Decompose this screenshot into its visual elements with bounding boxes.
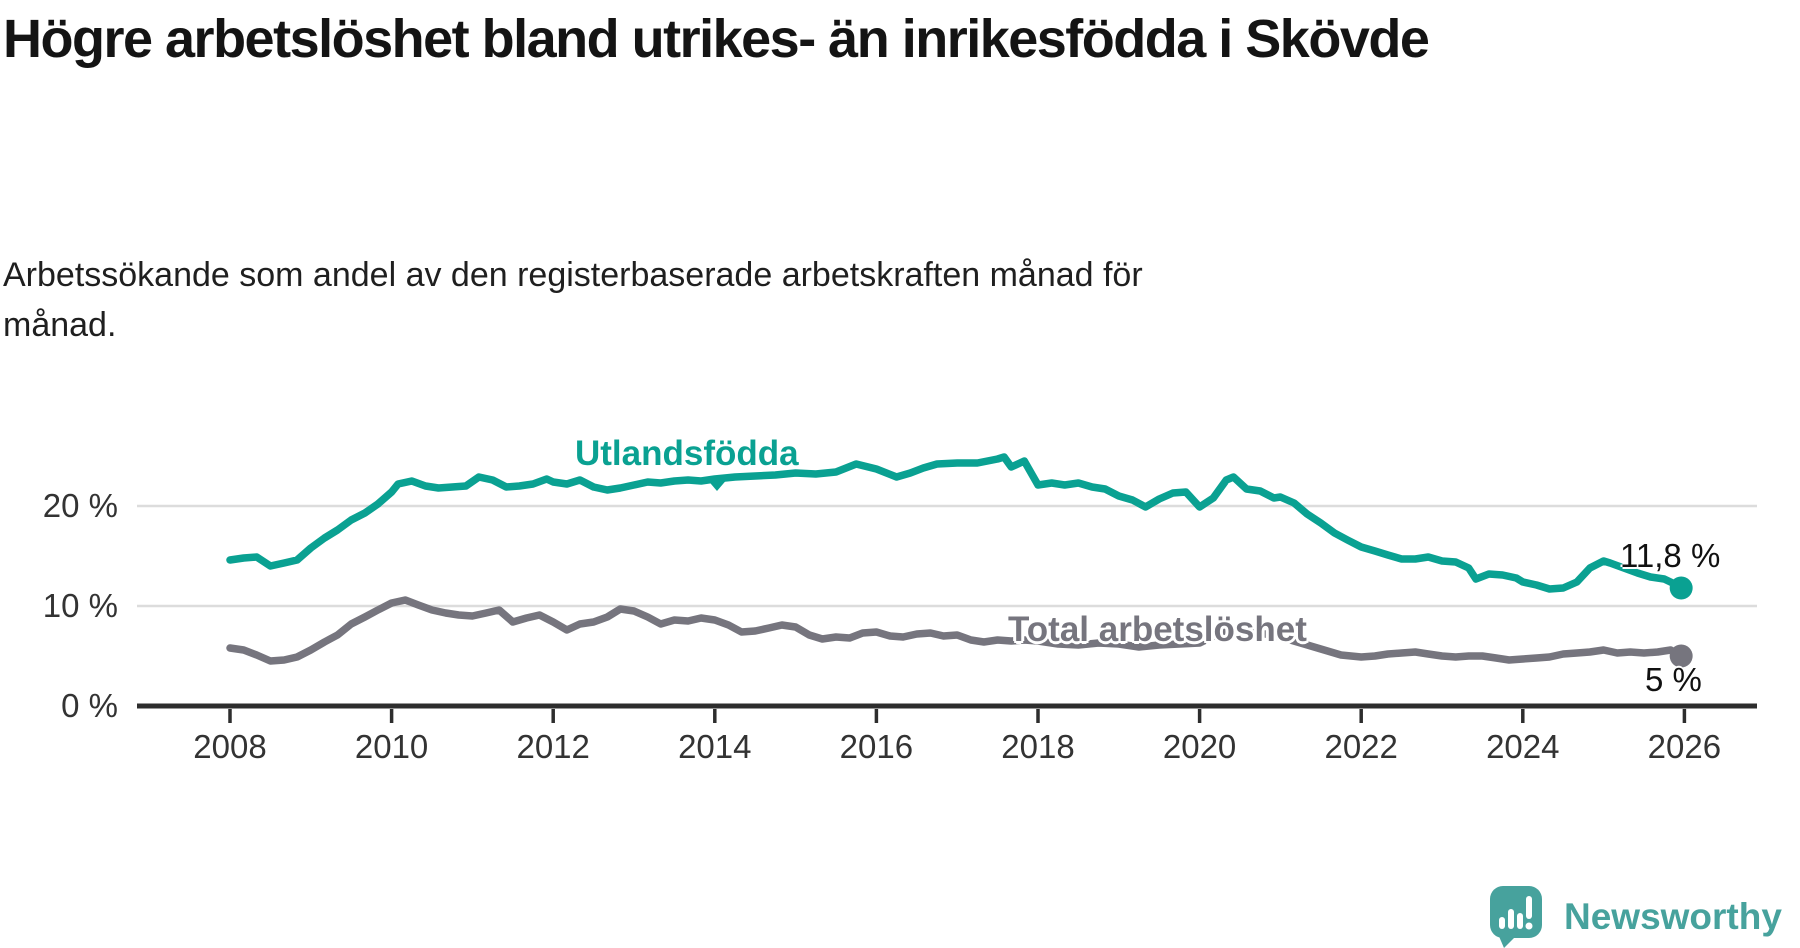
y-axis-label-10: 10 % (42, 587, 118, 624)
end-value-label-utlandsfodda: 11,8 % (1620, 537, 1721, 574)
x-axis-label-2012: 2012 (516, 728, 590, 765)
series-end-dot-total (1669, 644, 1693, 668)
series-end-dot-utlandsfodda (1669, 576, 1693, 600)
y-axis-label-0: 0 % (61, 687, 118, 724)
x-axis-label-2020: 2020 (1162, 728, 1237, 765)
series-label-total-arbetsloshet: Total arbetslöshet (1008, 610, 1307, 649)
series-line-utlandsfodda (226, 453, 1685, 593)
x-axis-label-2014: 2014 (678, 728, 752, 765)
x-axis-label-2016: 2016 (839, 728, 914, 765)
newsworthy-logo: Newsworthy (1488, 884, 1782, 948)
x-axis-label-2024: 2024 (1486, 728, 1560, 765)
newsworthy-logo-text: Newsworthy (1564, 896, 1782, 937)
y-axis-label-20: 20 % (42, 487, 118, 524)
x-axis-label-2026: 2026 (1647, 728, 1722, 765)
x-axis-label-2008: 2008 (193, 728, 267, 765)
newsworthy-logo-icon (1490, 886, 1542, 948)
page-title: Högre arbetslöshet bland utrikes- än inr… (3, 9, 1430, 69)
end-value-label-total: 5 % (1645, 661, 1702, 698)
x-axis-label-2010: 2010 (354, 728, 429, 765)
series-line-total (226, 596, 1685, 665)
x-axis-label-2018: 2018 (1001, 728, 1075, 765)
label-caret-icon (705, 477, 729, 491)
chart-subtitle: Arbetssökande som andel av den registerb… (3, 256, 1143, 344)
x-axis-label-2022: 2022 (1324, 728, 1398, 765)
series-label-utlandsfodda: Utlandsfödda (575, 434, 799, 473)
